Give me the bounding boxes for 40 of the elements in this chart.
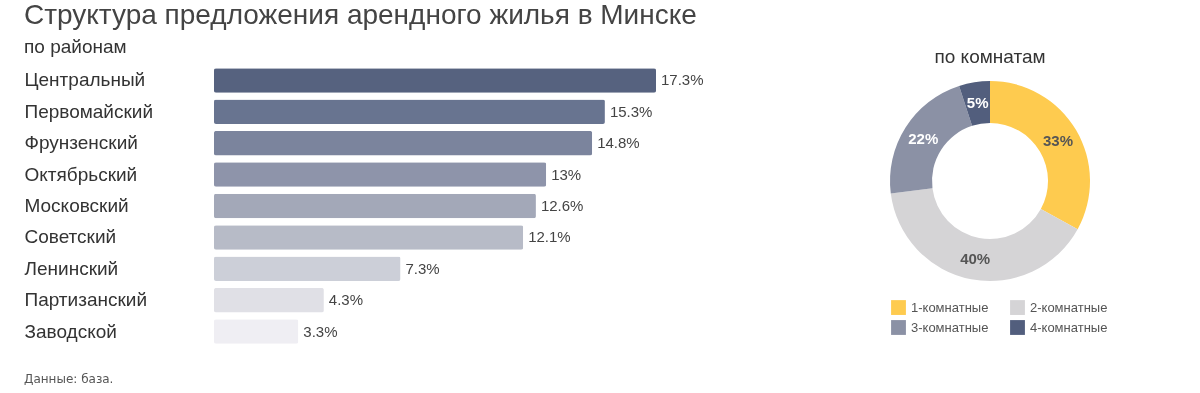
donut-slice bbox=[990, 81, 1090, 230]
bar bbox=[214, 68, 656, 93]
data-label: 33% bbox=[1042, 131, 1074, 149]
data-label: 4.3% bbox=[328, 291, 364, 309]
y-tick-label: Октябрьский bbox=[24, 163, 138, 185]
data-label: 22% bbox=[908, 129, 939, 147]
bar bbox=[214, 225, 524, 250]
data-label: 13% bbox=[551, 165, 582, 183]
data-label: 12.1% bbox=[528, 228, 571, 246]
legend-label: 2-комнатные bbox=[1030, 299, 1108, 315]
legend-label: 4-комнатные bbox=[1030, 319, 1108, 335]
data-label: 5% bbox=[966, 93, 989, 111]
text: Данные: база. bbox=[24, 372, 114, 386]
chart-title: Структура предложения арендного жилья в Минске bbox=[24, 0, 697, 30]
y-tick-label: Советский bbox=[24, 226, 117, 248]
data-label: 17.3% bbox=[661, 71, 704, 89]
bar bbox=[214, 193, 536, 219]
y-tick-label: Московский bbox=[24, 195, 129, 216]
y-tick-label: Фрунзенский bbox=[24, 132, 138, 154]
bar bbox=[214, 162, 547, 187]
y-tick-label: Партизанский bbox=[24, 289, 147, 311]
data-label: 40% bbox=[960, 249, 991, 267]
chart-subtitle: по районам bbox=[24, 36, 127, 57]
bar bbox=[214, 99, 605, 125]
y-tick-label: Центральный bbox=[24, 69, 146, 91]
y-tick-label: Первомайский bbox=[24, 100, 154, 122]
y-tick-label: Ленинский bbox=[24, 257, 119, 279]
data-label: 7.3% bbox=[405, 259, 440, 277]
data-label: 15.3% bbox=[609, 102, 653, 120]
chart-title: по комнатам bbox=[934, 46, 1046, 67]
bar bbox=[214, 256, 401, 282]
y-tick-label: Заводской bbox=[24, 320, 117, 342]
data-label: 14.8% bbox=[597, 134, 640, 152]
bar bbox=[214, 130, 593, 156]
data-label: 12.6% bbox=[540, 197, 584, 214]
bar bbox=[214, 287, 324, 313]
data-label: 3.3% bbox=[303, 322, 338, 340]
legend-label: 1-комнатные bbox=[911, 299, 989, 315]
legend-label: 3-комнатные bbox=[911, 319, 989, 335]
donut-slice bbox=[890, 188, 1078, 281]
